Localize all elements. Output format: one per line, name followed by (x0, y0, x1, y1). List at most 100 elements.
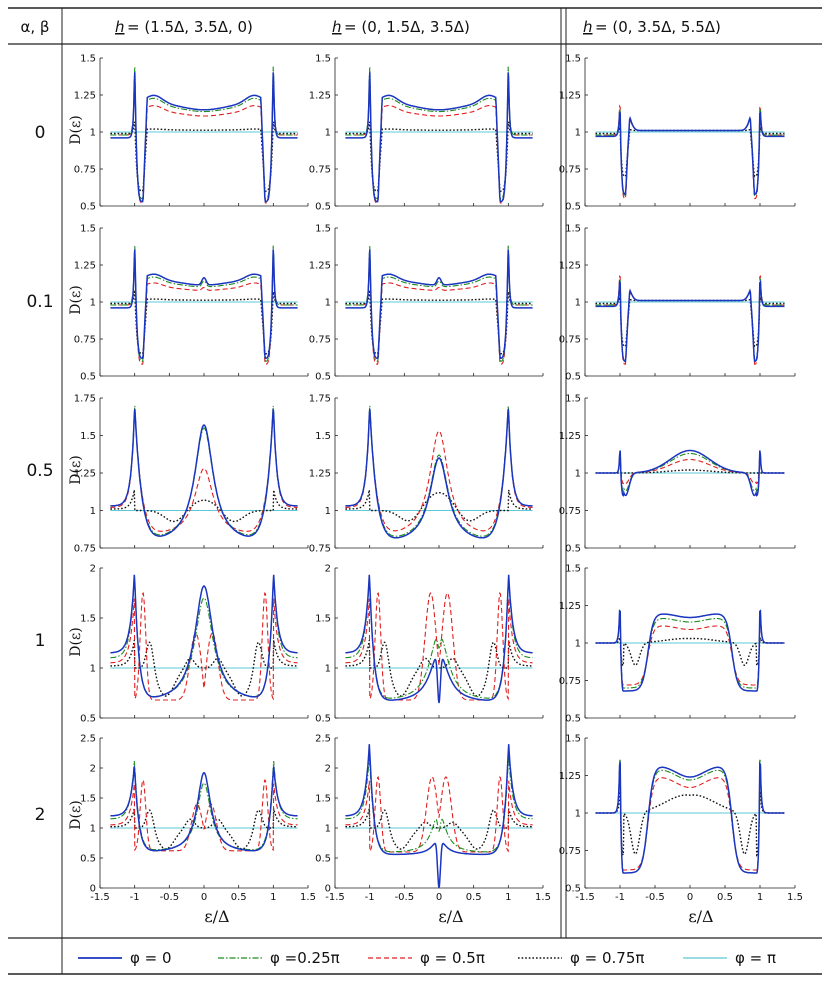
y-tick-label: 1 (90, 506, 96, 517)
x-tick-label: 0 (201, 892, 207, 903)
series-line-phi-3 (595, 791, 785, 857)
y-tick-label: 0.75 (309, 165, 331, 176)
series-line-phi-0 (595, 761, 785, 874)
y-tick-label: 1.5 (80, 431, 96, 442)
y-tick-label: 0.5 (315, 854, 331, 865)
series-line-phi-2 (595, 275, 785, 365)
x-tick-label: -0.5 (395, 892, 415, 903)
y-tick-label: 0.5 (315, 372, 331, 383)
x-tick-label: -1.5 (325, 892, 345, 903)
series-line-phi-1 (595, 449, 785, 492)
series-line-phi-0 (110, 574, 298, 698)
y-tick-label: 1.5 (315, 54, 331, 65)
row-label-4: 2 (35, 805, 46, 825)
y-tick-label: 2 (90, 564, 96, 575)
plot-panels: 0.5 0.75 1 1.25 1.5 0.5 0.75 1 1.25 1.5 0.5 0.75 1 1.… (74, 54, 803, 904)
x-tick-label: -1 (615, 892, 625, 903)
panel-r4-c0: 0 0.5 1 1.5 2 2.5 -1.5 -1 -0.5 0 0.5 1 1.5 (80, 734, 316, 904)
y-tick-label: 1 (575, 469, 581, 480)
legend-item-3: φ = 0.75π (518, 949, 644, 967)
x-axis-label-col-1: ε/Δ (438, 907, 463, 926)
x-tick-label: -0.5 (645, 892, 665, 903)
x-tick-label: 1 (757, 892, 763, 903)
y-tick-label: 1.25 (559, 601, 581, 612)
column-header-1-symbol: h (115, 18, 125, 36)
x-tick-label: 0.5 (231, 892, 247, 903)
y-tick-label: 1.25 (559, 261, 581, 272)
series-line-phi-1 (345, 245, 533, 362)
legend: φ = 0 φ =0.25π φ = 0.5π φ = 0.75π φ = π (78, 949, 776, 967)
y-tick-label: 1.25 (74, 469, 96, 480)
x-tick-label: 1 (505, 892, 511, 903)
series-line-phi-3 (595, 637, 785, 667)
y-axis-label-row-2: D(ε) (68, 455, 84, 484)
y-tick-label: 1.5 (80, 54, 96, 65)
y-tick-label: 1.5 (315, 431, 331, 442)
y-tick-label: 0.5 (565, 544, 581, 555)
series-line-phi-0 (345, 574, 533, 704)
y-tick-label: 1.5 (80, 224, 96, 235)
series-line-phi-2 (345, 76, 533, 204)
series-line-phi-2 (595, 765, 785, 871)
series-line-phi-0 (345, 249, 533, 359)
series-line-phi-3 (345, 121, 533, 192)
y-tick-label: 1.5 (315, 224, 331, 235)
y-axis-label-row-1: D(ε) (68, 285, 84, 314)
series-line-phi-3 (110, 489, 298, 523)
y-tick-label: 1 (575, 809, 581, 820)
panel-r0-c0: 0.5 0.75 1 1.25 1.5 (74, 54, 309, 213)
y-tick-label: 1.75 (309, 394, 331, 405)
y-tick-label: 1 (575, 128, 581, 139)
column-header-2-value: = (0, 1.5Δ, 3.5Δ) (344, 18, 470, 36)
y-tick-label: 1.25 (74, 261, 96, 272)
y-tick-label: 1.5 (565, 564, 581, 575)
series-line-phi-3 (110, 808, 298, 850)
series-line-phi-2 (595, 451, 785, 485)
y-tick-label: 0 (325, 884, 331, 895)
y-tick-label: 1.5 (565, 224, 581, 235)
x-axis-label-col-0: ε/Δ (204, 907, 229, 926)
series-line-phi-0 (595, 449, 785, 497)
row-label-3: 1 (35, 631, 46, 651)
y-tick-label: 0.75 (559, 506, 581, 517)
corner-label: α, β (21, 18, 50, 36)
y-tick-label: 1.25 (559, 431, 581, 442)
y-axis-label-row-4: D(ε) (68, 800, 84, 829)
x-tick-label: 1 (270, 892, 276, 903)
y-tick-label: 0.5 (565, 714, 581, 725)
x-tick-label: 0 (687, 892, 693, 903)
series-line-phi-3 (110, 121, 298, 192)
series-line-phi-3 (345, 489, 533, 522)
column-header-3: h = (0, 3.5Δ, 5.5Δ) (583, 18, 721, 36)
series-line-phi-3 (110, 289, 298, 355)
y-tick-label: 1 (325, 664, 331, 675)
series-line-phi-1 (110, 66, 298, 200)
y-tick-label: 1.5 (565, 54, 581, 65)
series-line-phi-1 (595, 277, 785, 362)
series-line-phi-0 (345, 408, 533, 539)
series-line-phi-2 (595, 104, 785, 200)
row-label-1: 0.1 (26, 292, 53, 312)
y-tick-label: 1.5 (80, 794, 96, 805)
y-tick-label: 1 (325, 506, 331, 517)
y-axis-label-row-3: D(ε) (68, 627, 84, 656)
y-tick-label: 1.5 (315, 794, 331, 805)
x-tick-label: 1.5 (300, 892, 316, 903)
y-tick-label: 1 (90, 128, 96, 139)
panel-r2-c1: 0.75 1 1.25 1.5 1.75 (309, 394, 544, 555)
series-line-phi-0 (110, 249, 298, 359)
x-tick-label: 0 (436, 892, 442, 903)
y-tick-label: 0.75 (559, 335, 581, 346)
y-tick-label: 1 (575, 639, 581, 650)
panel-r2-c2: 0.5 0.75 1 1.25 1.5 (559, 394, 796, 555)
legend-item-0: φ = 0 (78, 949, 172, 967)
y-tick-label: 1.5 (565, 734, 581, 745)
y-tick-label: 0.75 (559, 846, 581, 857)
legend-label: φ =0.25π (270, 949, 340, 967)
y-tick-label: 2.5 (80, 734, 96, 745)
y-tick-label: 0.5 (80, 714, 96, 725)
x-tick-label: 1.5 (535, 892, 551, 903)
panel-r3-c2: 0.5 0.75 1 1.25 1.5 (559, 564, 796, 725)
x-tick-label: 0.5 (717, 892, 733, 903)
panel-r4-c1: 0 0.5 1 1.5 2 2.5 -1.5 -1 -0.5 0 0.5 1 1.5 (315, 734, 551, 904)
